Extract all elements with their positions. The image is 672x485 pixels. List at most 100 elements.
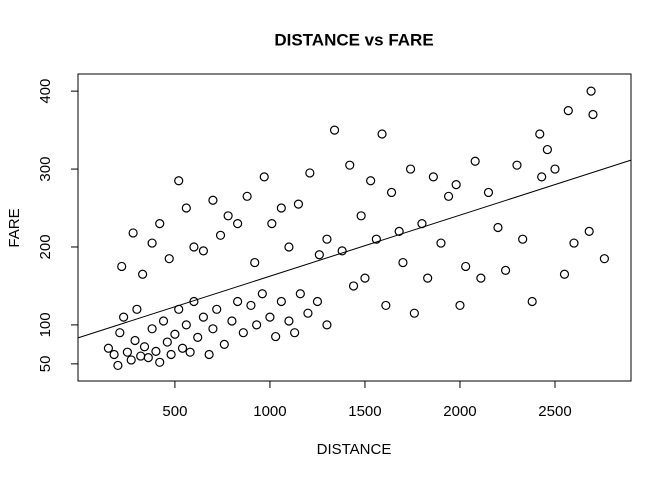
point <box>208 324 218 334</box>
point <box>115 328 125 338</box>
point <box>271 331 281 342</box>
point <box>126 355 136 365</box>
point <box>394 226 404 236</box>
point <box>122 347 133 357</box>
point <box>139 342 150 352</box>
point <box>512 160 522 170</box>
point <box>398 257 408 268</box>
point <box>219 339 229 349</box>
point <box>158 316 169 326</box>
point <box>238 328 248 338</box>
point <box>246 300 256 311</box>
point <box>483 187 494 198</box>
point <box>130 335 140 346</box>
point <box>377 129 387 139</box>
point <box>252 320 262 330</box>
point <box>535 129 545 139</box>
point <box>227 316 237 326</box>
y-tick-label: 200 <box>37 234 54 259</box>
point <box>204 349 214 360</box>
point <box>500 265 511 275</box>
point <box>189 242 199 252</box>
point <box>455 300 465 311</box>
point <box>428 172 438 182</box>
point <box>212 304 222 314</box>
point <box>584 226 594 236</box>
y-tick-label: 300 <box>37 157 54 182</box>
point <box>599 254 609 264</box>
point <box>461 261 471 272</box>
point <box>233 296 243 307</box>
point <box>119 312 129 322</box>
point <box>537 172 547 182</box>
point <box>588 109 598 120</box>
point <box>345 160 355 170</box>
point <box>360 273 370 283</box>
point <box>559 269 570 279</box>
point <box>381 300 391 311</box>
point <box>259 172 269 182</box>
point <box>451 180 461 190</box>
y-tick-label: 100 <box>37 312 54 337</box>
x-axis-label: DISTANCE <box>317 441 392 458</box>
point <box>476 273 486 283</box>
point <box>155 357 165 367</box>
plot-box <box>77 73 632 382</box>
point <box>470 156 480 166</box>
point <box>223 211 233 221</box>
point <box>569 238 579 248</box>
y-tick-label: 400 <box>37 79 54 104</box>
point <box>276 296 286 307</box>
point <box>103 343 114 353</box>
point <box>117 261 127 272</box>
point <box>284 242 294 252</box>
y-tick-label: 50 <box>37 356 54 373</box>
x-tick-label: 2500 <box>538 403 571 420</box>
point <box>147 324 157 334</box>
point <box>290 328 300 338</box>
x-tick-label: 500 <box>162 403 187 420</box>
point <box>242 191 252 201</box>
point <box>109 349 119 360</box>
point <box>314 250 324 260</box>
point <box>138 269 148 279</box>
point <box>305 168 315 178</box>
point <box>276 203 286 213</box>
point <box>518 234 528 244</box>
point <box>147 238 157 248</box>
point <box>563 106 573 116</box>
point <box>443 191 454 201</box>
point <box>405 164 416 174</box>
point <box>527 296 537 307</box>
point <box>329 125 340 135</box>
point <box>386 187 397 198</box>
point <box>177 343 188 353</box>
point <box>284 316 294 326</box>
point <box>312 296 323 307</box>
point <box>250 257 260 268</box>
point <box>155 219 165 229</box>
point <box>198 246 209 256</box>
chart-title: DISTANCE vs FARE <box>274 30 433 49</box>
point <box>322 234 332 244</box>
point <box>185 347 195 357</box>
point <box>233 219 243 229</box>
point <box>181 203 191 213</box>
point <box>181 320 191 330</box>
point <box>550 164 560 174</box>
point <box>542 144 552 155</box>
point <box>215 230 226 240</box>
point <box>166 349 176 360</box>
point <box>356 211 366 221</box>
point <box>366 176 376 186</box>
point <box>337 246 347 256</box>
point <box>586 86 596 96</box>
point <box>136 351 146 361</box>
x-tick-label: 1000 <box>253 403 286 420</box>
y-axis-label: FARE <box>6 208 23 247</box>
point <box>143 353 153 363</box>
point <box>132 304 142 314</box>
point <box>170 329 180 339</box>
point <box>293 199 304 209</box>
